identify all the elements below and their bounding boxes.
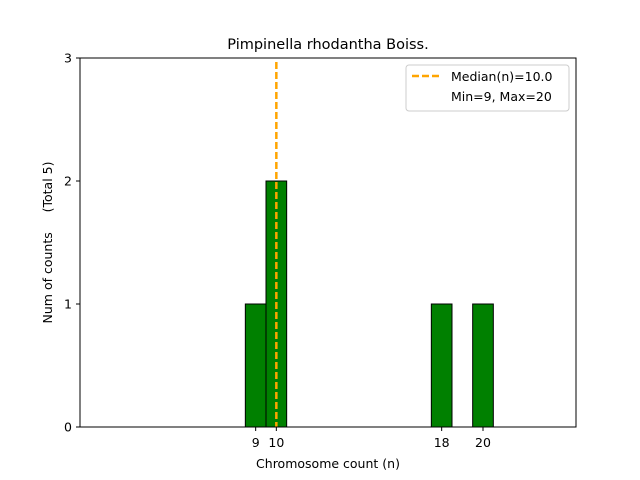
histogram-bar-9 [244, 303, 267, 428]
histogram-bar-20 [472, 303, 494, 428]
x-tick-label-9: 9 [252, 435, 260, 450]
x-tick-label-18: 18 [434, 435, 450, 450]
y-tick-label-2: 2 [64, 174, 72, 189]
chart-title: Pimpinella rhodantha Boiss. [227, 37, 428, 53]
legend-range-label: Min=9, Max=20 [451, 89, 552, 104]
legend-frame [405, 64, 570, 112]
y-tick-label-0: 0 [64, 420, 72, 435]
legend-median-label: Median(n)=10.0 [451, 69, 552, 84]
plot-area [80, 62, 556, 428]
y-axis-label: Num of counts (Total 5) [40, 162, 55, 324]
legend: Median(n)=10.0 Min=9, Max=20 [405, 64, 570, 112]
x-axis: 9 10 18 20 [252, 427, 491, 450]
x-tick-label-20: 20 [475, 435, 491, 450]
y-tick-label-1: 1 [64, 297, 72, 312]
x-axis-label: Chromosome count (n) [256, 456, 400, 471]
x-tick-label-10: 10 [268, 435, 284, 450]
y-tick-label-3: 3 [64, 51, 72, 66]
axes-frame [79, 57, 577, 428]
histogram-bar-18 [430, 303, 453, 428]
y-axis: 0 1 2 3 [64, 51, 80, 435]
